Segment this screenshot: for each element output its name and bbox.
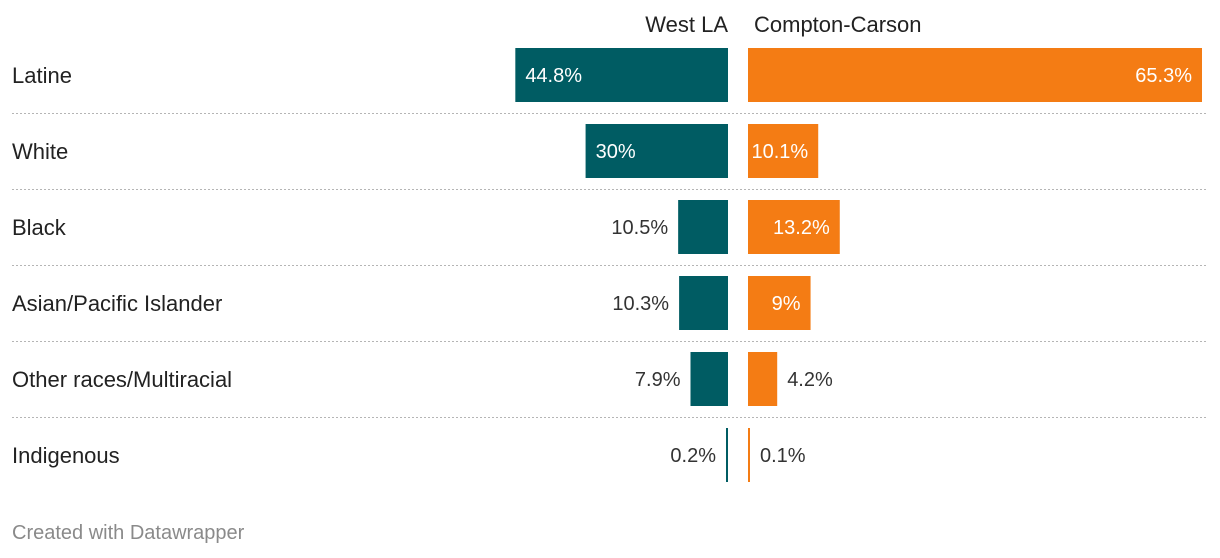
chart-row: White 30% 10.1% (12, 124, 819, 178)
data-label-compton-carson: 65.3% (1135, 65, 1192, 87)
series-header-west-la: West LA (645, 12, 728, 37)
bar-west-la (690, 352, 728, 406)
data-label-compton-carson: 9% (772, 293, 801, 315)
data-label-west-la: 10.3% (612, 293, 669, 315)
data-label-compton-carson: 10.1% (752, 141, 809, 163)
data-label-compton-carson: 13.2% (773, 217, 830, 239)
row-separators (12, 113, 1208, 418)
bar-west-la (515, 48, 728, 102)
series-headers: West LA Compton-Carson (645, 12, 921, 37)
data-label-compton-carson: 0.1% (760, 445, 806, 467)
bar-compton-carson (748, 200, 840, 254)
chart-row: Asian/Pacific Islander 10.3% 9% (12, 276, 811, 330)
bar-west-la (726, 428, 728, 482)
bar-west-la (678, 200, 728, 254)
bar-compton-carson (748, 428, 750, 482)
bar-compton-carson (748, 124, 819, 178)
bar-compton-carson (748, 276, 811, 330)
category-label: Black (12, 215, 67, 240)
series-header-compton-carson: Compton-Carson (754, 12, 922, 37)
chart-row: Other races/Multiracial 7.9% 4.2% (12, 352, 833, 406)
bar-west-la (679, 276, 728, 330)
chart-row: Indigenous 0.2% 0.1% (12, 428, 806, 482)
bar-compton-carson (748, 48, 1202, 102)
data-label-west-la: 44.8% (525, 65, 582, 87)
category-label: Asian/Pacific Islander (12, 291, 222, 316)
bar-compton-carson (748, 352, 778, 406)
category-label: Other races/Multiracial (12, 367, 232, 392)
chart-rows: Latine 44.8% 65.3% White 30% 10.1% Black 10.5% 1… (12, 48, 1202, 482)
category-label: Latine (12, 63, 72, 88)
data-label-west-la: 7.9% (635, 369, 681, 391)
data-label-west-la: 30% (596, 141, 636, 163)
bar-west-la (585, 124, 728, 178)
datawrapper-credit: Created with Datawrapper (12, 522, 245, 544)
data-label-compton-carson: 4.2% (787, 369, 833, 391)
category-label: Indigenous (12, 443, 120, 468)
category-label: White (12, 139, 68, 164)
chart-row: Latine 44.8% 65.3% (12, 48, 1202, 102)
data-label-west-la: 0.2% (670, 445, 716, 467)
data-label-west-la: 10.5% (611, 217, 668, 239)
chart-row: Black 10.5% 13.2% (12, 200, 840, 254)
